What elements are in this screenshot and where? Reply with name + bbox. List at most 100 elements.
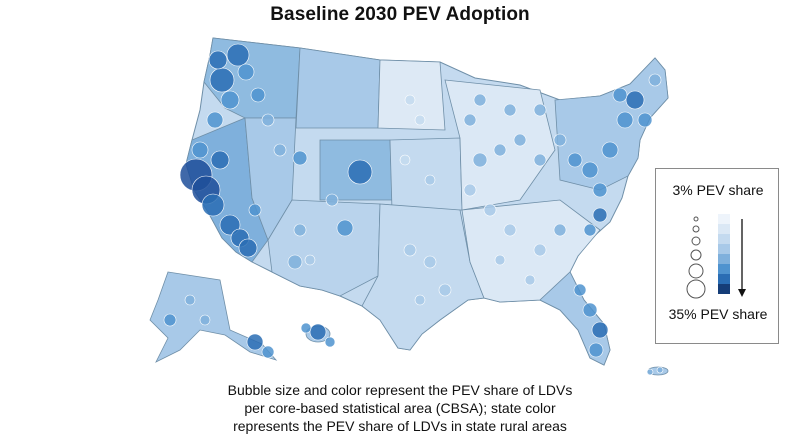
cbsa-bubble bbox=[533, 153, 547, 167]
cbsa-bubble bbox=[292, 150, 308, 166]
cbsa-bubble bbox=[325, 193, 339, 207]
cbsa-bubble bbox=[625, 90, 645, 110]
legend-size-circle bbox=[690, 249, 702, 261]
state-plains bbox=[389, 137, 463, 211]
cbsa-bubble bbox=[347, 159, 373, 185]
legend-arrow-head bbox=[738, 289, 746, 297]
legend-color-swatch bbox=[718, 254, 730, 264]
legend-size-circle bbox=[688, 263, 704, 279]
cbsa-bubble bbox=[592, 207, 608, 223]
cbsa-bubble bbox=[591, 321, 609, 339]
legend-color-swatch bbox=[718, 244, 730, 254]
cbsa-bubble bbox=[612, 87, 628, 103]
cbsa-bubble bbox=[403, 243, 417, 257]
cbsa-bubble bbox=[250, 87, 266, 103]
cbsa-bubble bbox=[201, 193, 225, 217]
cbsa-bubble bbox=[209, 67, 235, 93]
caption: Bubble size and color represent the PEV … bbox=[190, 381, 610, 435]
cbsa-bubble bbox=[226, 43, 250, 67]
cbsa-bubble bbox=[261, 113, 275, 127]
legend-bubble-sizes bbox=[686, 216, 706, 299]
map-title: Baseline 2030 PEV Adoption bbox=[270, 4, 530, 25]
cbsa-bubble bbox=[493, 143, 507, 157]
cbsa-bubble bbox=[261, 345, 275, 359]
cbsa-bubble bbox=[399, 154, 411, 166]
cbsa-bubble bbox=[494, 254, 506, 266]
cbsa-bubble bbox=[503, 103, 517, 117]
state-southwest bbox=[267, 199, 381, 297]
cbsa-bubble bbox=[463, 113, 477, 127]
cbsa-bubble bbox=[567, 152, 583, 168]
cbsa-bubble bbox=[553, 133, 567, 147]
legend-color-swatch bbox=[718, 264, 730, 274]
cbsa-bubble bbox=[553, 223, 567, 237]
cbsa-bubble bbox=[184, 294, 196, 306]
cbsa-bubble bbox=[248, 203, 262, 217]
caption-line-1: Bubble size and color represent the PEV … bbox=[227, 382, 573, 398]
cbsa-bubble bbox=[513, 133, 527, 147]
cbsa-bubble bbox=[503, 223, 517, 237]
legend-color-swatch bbox=[718, 284, 730, 294]
caption-line-2: per core-based statistical area (CBSA); … bbox=[244, 400, 556, 416]
cbsa-bubble bbox=[238, 238, 258, 258]
cbsa-bubble bbox=[616, 111, 634, 129]
cbsa-bubble bbox=[273, 143, 287, 157]
cbsa-bubble bbox=[219, 214, 241, 236]
cbsa-bubble bbox=[287, 254, 303, 270]
legend-graphic bbox=[686, 214, 746, 299]
legend-size-circle bbox=[691, 236, 701, 246]
cbsa-bubble bbox=[404, 94, 416, 106]
cbsa-bubble bbox=[300, 322, 312, 334]
cbsa-bubble bbox=[414, 114, 426, 126]
cbsa-bubble bbox=[592, 182, 608, 198]
cbsa-bubble bbox=[237, 63, 255, 81]
cbsa-bubble bbox=[246, 333, 264, 351]
cbsa-bubble bbox=[588, 342, 604, 358]
cbsa-bubble bbox=[424, 174, 436, 186]
cbsa-bubble bbox=[191, 141, 209, 159]
cbsa-bubble bbox=[473, 93, 487, 107]
state-mountain-north bbox=[295, 47, 381, 129]
cbsa-bubble bbox=[648, 73, 662, 87]
cbsa-bubble bbox=[163, 313, 177, 327]
cbsa-bubble bbox=[220, 90, 240, 110]
legend-color-swatch bbox=[718, 214, 730, 224]
legend-max-label: 35% PEV share bbox=[668, 306, 768, 322]
legend-size-circle bbox=[686, 279, 706, 299]
cbsa-bubble bbox=[423, 255, 437, 269]
cbsa-bubble bbox=[324, 336, 336, 348]
legend-color-swatch bbox=[718, 234, 730, 244]
legend-color-scale bbox=[718, 214, 730, 294]
cbsa-bubble bbox=[463, 183, 477, 197]
cbsa-bubble bbox=[573, 283, 587, 297]
cbsa-bubble bbox=[414, 294, 426, 306]
cbsa-bubble bbox=[656, 366, 664, 374]
cbsa-bubble bbox=[199, 314, 211, 326]
cbsa-bubble bbox=[483, 203, 497, 217]
cbsa-bubble bbox=[533, 243, 547, 257]
cbsa-bubble bbox=[206, 111, 224, 129]
cbsa-bubble bbox=[210, 150, 230, 170]
cbsa-bubble bbox=[438, 283, 452, 297]
state-shapes bbox=[149, 37, 669, 376]
cbsa-bubble bbox=[601, 141, 619, 159]
cbsa-bubbles bbox=[163, 43, 664, 376]
legend-size-circle bbox=[692, 225, 700, 233]
cbsa-bubble bbox=[293, 223, 307, 237]
caption-line-3: represents the PEV share of LDVs in stat… bbox=[233, 418, 567, 434]
cbsa-bubble bbox=[637, 112, 653, 128]
alaska-shape bbox=[149, 271, 278, 363]
cbsa-bubble bbox=[533, 103, 547, 117]
cbsa-bubble bbox=[208, 50, 228, 70]
legend-color-swatch bbox=[718, 224, 730, 234]
cbsa-bubble bbox=[646, 368, 654, 376]
cbsa-bubble bbox=[309, 323, 327, 341]
cbsa-bubble bbox=[581, 161, 599, 179]
cbsa-bubble bbox=[336, 219, 354, 237]
legend-min-label: 3% PEV share bbox=[672, 182, 764, 198]
cbsa-bubble bbox=[582, 302, 598, 318]
cbsa-bubble bbox=[472, 152, 488, 168]
cbsa-bubble bbox=[304, 254, 316, 266]
legend-size-circle bbox=[693, 216, 699, 222]
